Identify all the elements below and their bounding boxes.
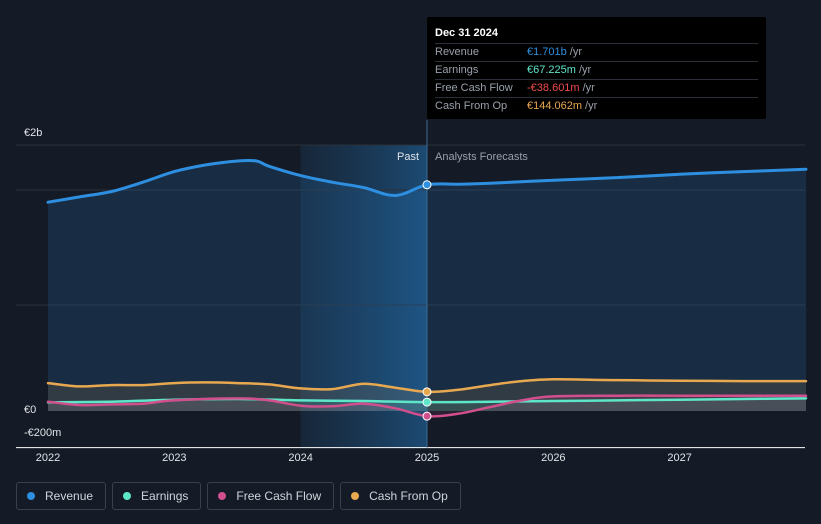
marker-cash-from-op (422, 387, 432, 397)
legend-item-revenue[interactable]: Revenue (16, 482, 107, 510)
legend-label: Revenue (45, 489, 94, 503)
tooltip-value: €144.062m (527, 100, 583, 112)
tooltip-row-revenue: Revenue €1.701b /yr (435, 43, 758, 61)
series-line-free-cash-flow (46, 394, 808, 418)
series-line-revenue (46, 158, 808, 204)
legend-item-free-cash-flow[interactable]: Free Cash Flow (207, 482, 335, 510)
x-tick-label: 2023 (162, 452, 186, 464)
tooltip-unit: /yr (578, 64, 592, 76)
tooltip-label: Cash From Op (435, 100, 508, 112)
legend-item-earnings[interactable]: Earnings (112, 482, 202, 510)
marker-revenue (422, 180, 432, 190)
tooltip-row-earnings: Earnings €67.225m /yr (435, 61, 758, 79)
tooltip-value: -€38.601m (527, 82, 580, 94)
y-tick-label: -€200m (24, 427, 61, 439)
x-tick-label: 2024 (288, 452, 312, 464)
tooltip-unit: /yr (582, 82, 595, 94)
legend-label: Earnings (141, 489, 189, 503)
tooltip-label: Free Cash Flow (435, 82, 513, 94)
tooltip-label: Revenue (435, 46, 480, 58)
y-tick-label: €2b (24, 127, 42, 139)
tooltip-row-cash-from-op: Cash From Op €144.062m /yr (435, 97, 758, 115)
x-tick-label: 2025 (415, 452, 439, 464)
y-tick-label: €0 (24, 404, 36, 416)
highlight-band (300, 145, 427, 448)
series-line-cash-from-op (46, 378, 808, 394)
tooltip-label: Earnings (435, 64, 479, 76)
legend-dot-icon (218, 492, 227, 500)
marker-free-cash-flow (422, 411, 432, 421)
x-tick-label: 2026 (541, 452, 565, 464)
tooltip-date: Dec 31 2024 (435, 27, 498, 39)
tooltip-value: €67.225m (527, 64, 576, 76)
tooltip-unit: /yr (585, 100, 598, 112)
legend-label: Free Cash Flow (236, 489, 322, 503)
tooltip-row-free-cash-flow: Free Cash Flow -€38.601m /yr (435, 79, 758, 97)
legend-item-cash-from-op[interactable]: Cash From Op (340, 482, 461, 510)
tooltip-unit: /yr (569, 46, 582, 58)
marker-earnings (422, 397, 432, 407)
x-tick-label: 2022 (36, 452, 60, 464)
x-tick-label: 2027 (667, 452, 691, 464)
legend-label: Cash From Op (369, 489, 448, 503)
tooltip-value: €1.701b (527, 46, 567, 58)
legend-dot-icon (27, 492, 35, 500)
legend-dot-icon (123, 492, 132, 500)
legend: Revenue Earnings Free Cash Flow Cash Fro… (16, 482, 461, 512)
past-label: Past (397, 151, 419, 163)
tooltip: Dec 31 2024 Revenue €1.701b /yr Earnings… (427, 17, 766, 119)
legend-dot-icon (351, 492, 360, 500)
forecast-label: Analysts Forecasts (435, 151, 528, 163)
